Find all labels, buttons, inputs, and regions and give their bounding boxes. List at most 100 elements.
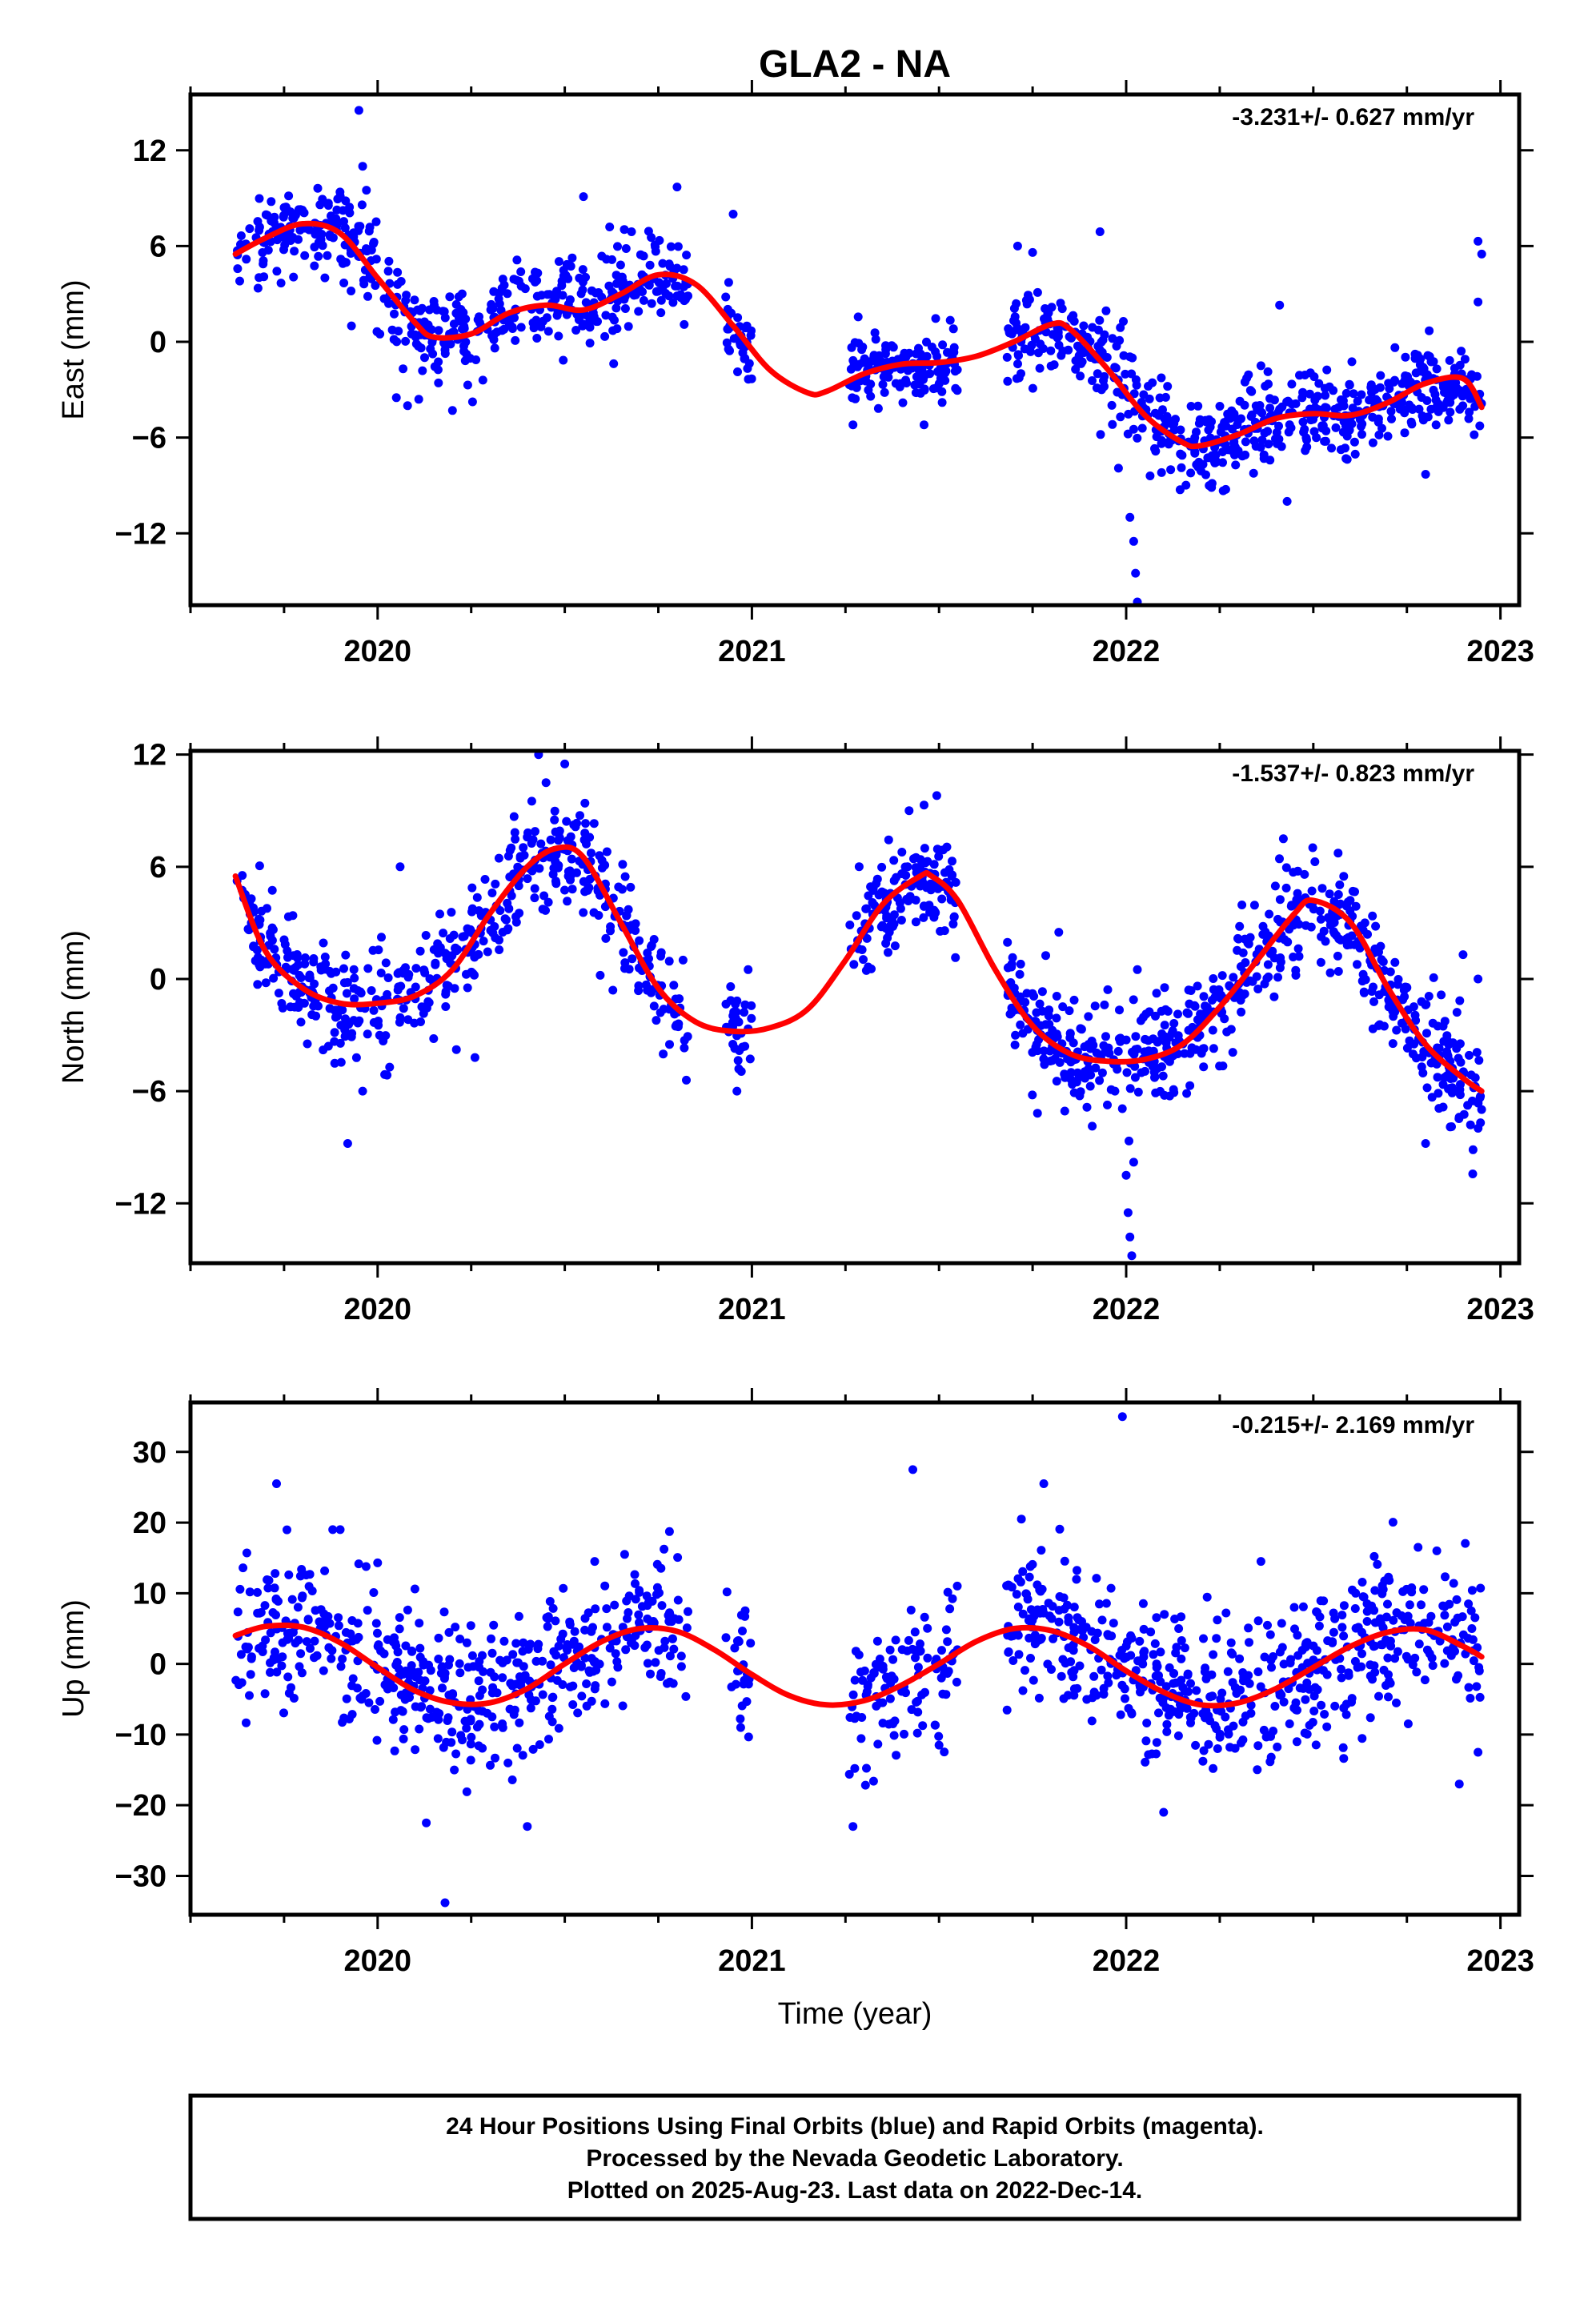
up-data-point [439,1672,449,1682]
north-data-point [495,945,504,954]
east-data-point [931,314,940,323]
up-data-point [1337,1611,1347,1620]
east-data-point [743,363,752,373]
up-data-point [642,1591,652,1601]
east-data-point [1076,371,1085,381]
east-data-point [1177,463,1186,472]
up-data-point [523,1822,532,1832]
up-data-point [648,1596,657,1606]
north-x-tick-label: 2022 [1093,1293,1161,1326]
north-data-point [852,911,861,921]
north-data-point [1182,1008,1192,1017]
up-data-point [1279,1697,1289,1707]
up-data-point [873,1739,883,1749]
east-data-point [1406,417,1416,427]
up-data-point [1013,1574,1023,1583]
north-data-point [551,879,561,889]
north-data-point [442,949,451,959]
up-data-point [913,1707,923,1717]
east-data-point [728,210,738,219]
up-data-point [1088,1693,1097,1703]
up-data-point [856,1667,865,1677]
up-data-point [866,1673,876,1683]
east-data-point [1111,363,1121,373]
up-data-point [450,1765,459,1775]
east-data-point [364,227,374,236]
up-data-point [1183,1671,1193,1679]
up-data-point [1160,1610,1169,1619]
east-data-point [1150,408,1160,418]
east-data-point [363,247,371,256]
east-data-point [1318,421,1328,431]
east-data-point [495,299,504,308]
east-plot-frame [188,92,1522,608]
east-data-point [434,326,443,335]
up-data-point [910,1627,920,1637]
north-data-point [884,948,892,957]
up-data-point [1454,1779,1464,1789]
east-data-point [1014,351,1023,360]
east-data-point [672,183,682,192]
north-data-point [647,942,656,951]
up-data-point [590,1557,600,1567]
north-data-point [643,949,652,957]
north-data-point [1008,953,1017,962]
east-data-point [392,337,402,347]
up-data-point [1367,1601,1376,1611]
up-data-point [547,1704,557,1714]
up-data-point [1350,1604,1360,1613]
east-data-point [439,307,449,316]
east-data-point [656,308,666,318]
up-data-point [274,1596,283,1606]
up-data-point [1170,1615,1180,1623]
up-data-point [433,1734,443,1743]
footer-frame [188,2093,1522,2221]
east-data-point [1227,412,1237,422]
up-data-point [357,1695,367,1704]
east-data-point [339,217,348,227]
up-data-point [271,1647,279,1657]
east-data-point [1211,450,1221,459]
up-data-point [602,1604,612,1614]
east-data-point [401,336,411,346]
up-data-point [1064,1617,1073,1627]
north-data-point [683,1032,692,1041]
up-data-point [455,1635,465,1643]
up-data-point [371,1619,381,1628]
up-data-point [1273,1742,1282,1751]
north-data-point [1133,1045,1142,1053]
up-data-point [1383,1653,1393,1663]
east-data-point [1095,315,1105,325]
up-data-point [1225,1743,1235,1752]
up-data-point [320,1566,330,1575]
up-data-point [390,1746,399,1755]
east-data-point [1207,417,1216,427]
up-data-point [1213,1744,1222,1753]
north-data-point [534,751,543,760]
east-data-point [647,233,656,243]
up-data-point [543,1622,552,1631]
up-data-point [1069,1691,1079,1700]
east-data-point [318,241,327,251]
east-data-point [369,238,379,247]
up-y-tick-label: −20 [115,1789,166,1823]
north-data-point [1125,1136,1133,1145]
up-data-point [1246,1700,1256,1710]
north-data-point [1151,1011,1160,1021]
up-data-point [489,1620,499,1630]
north-data-point [1468,1170,1478,1178]
up-data-point [348,1674,358,1683]
up-data-point [1440,1611,1450,1620]
up-data-point [242,1548,251,1558]
east-data-point [895,382,904,391]
up-data-point [1357,1578,1367,1587]
up-data-point [850,1763,860,1773]
east-data-point [1227,446,1237,455]
up-y-tick-label: 10 [133,1577,166,1611]
up-data-point [660,1636,670,1646]
up-data-point [904,1635,913,1645]
up-data-point [1075,1625,1085,1634]
up-data-point [278,1638,287,1647]
up-data-point [652,1559,662,1569]
